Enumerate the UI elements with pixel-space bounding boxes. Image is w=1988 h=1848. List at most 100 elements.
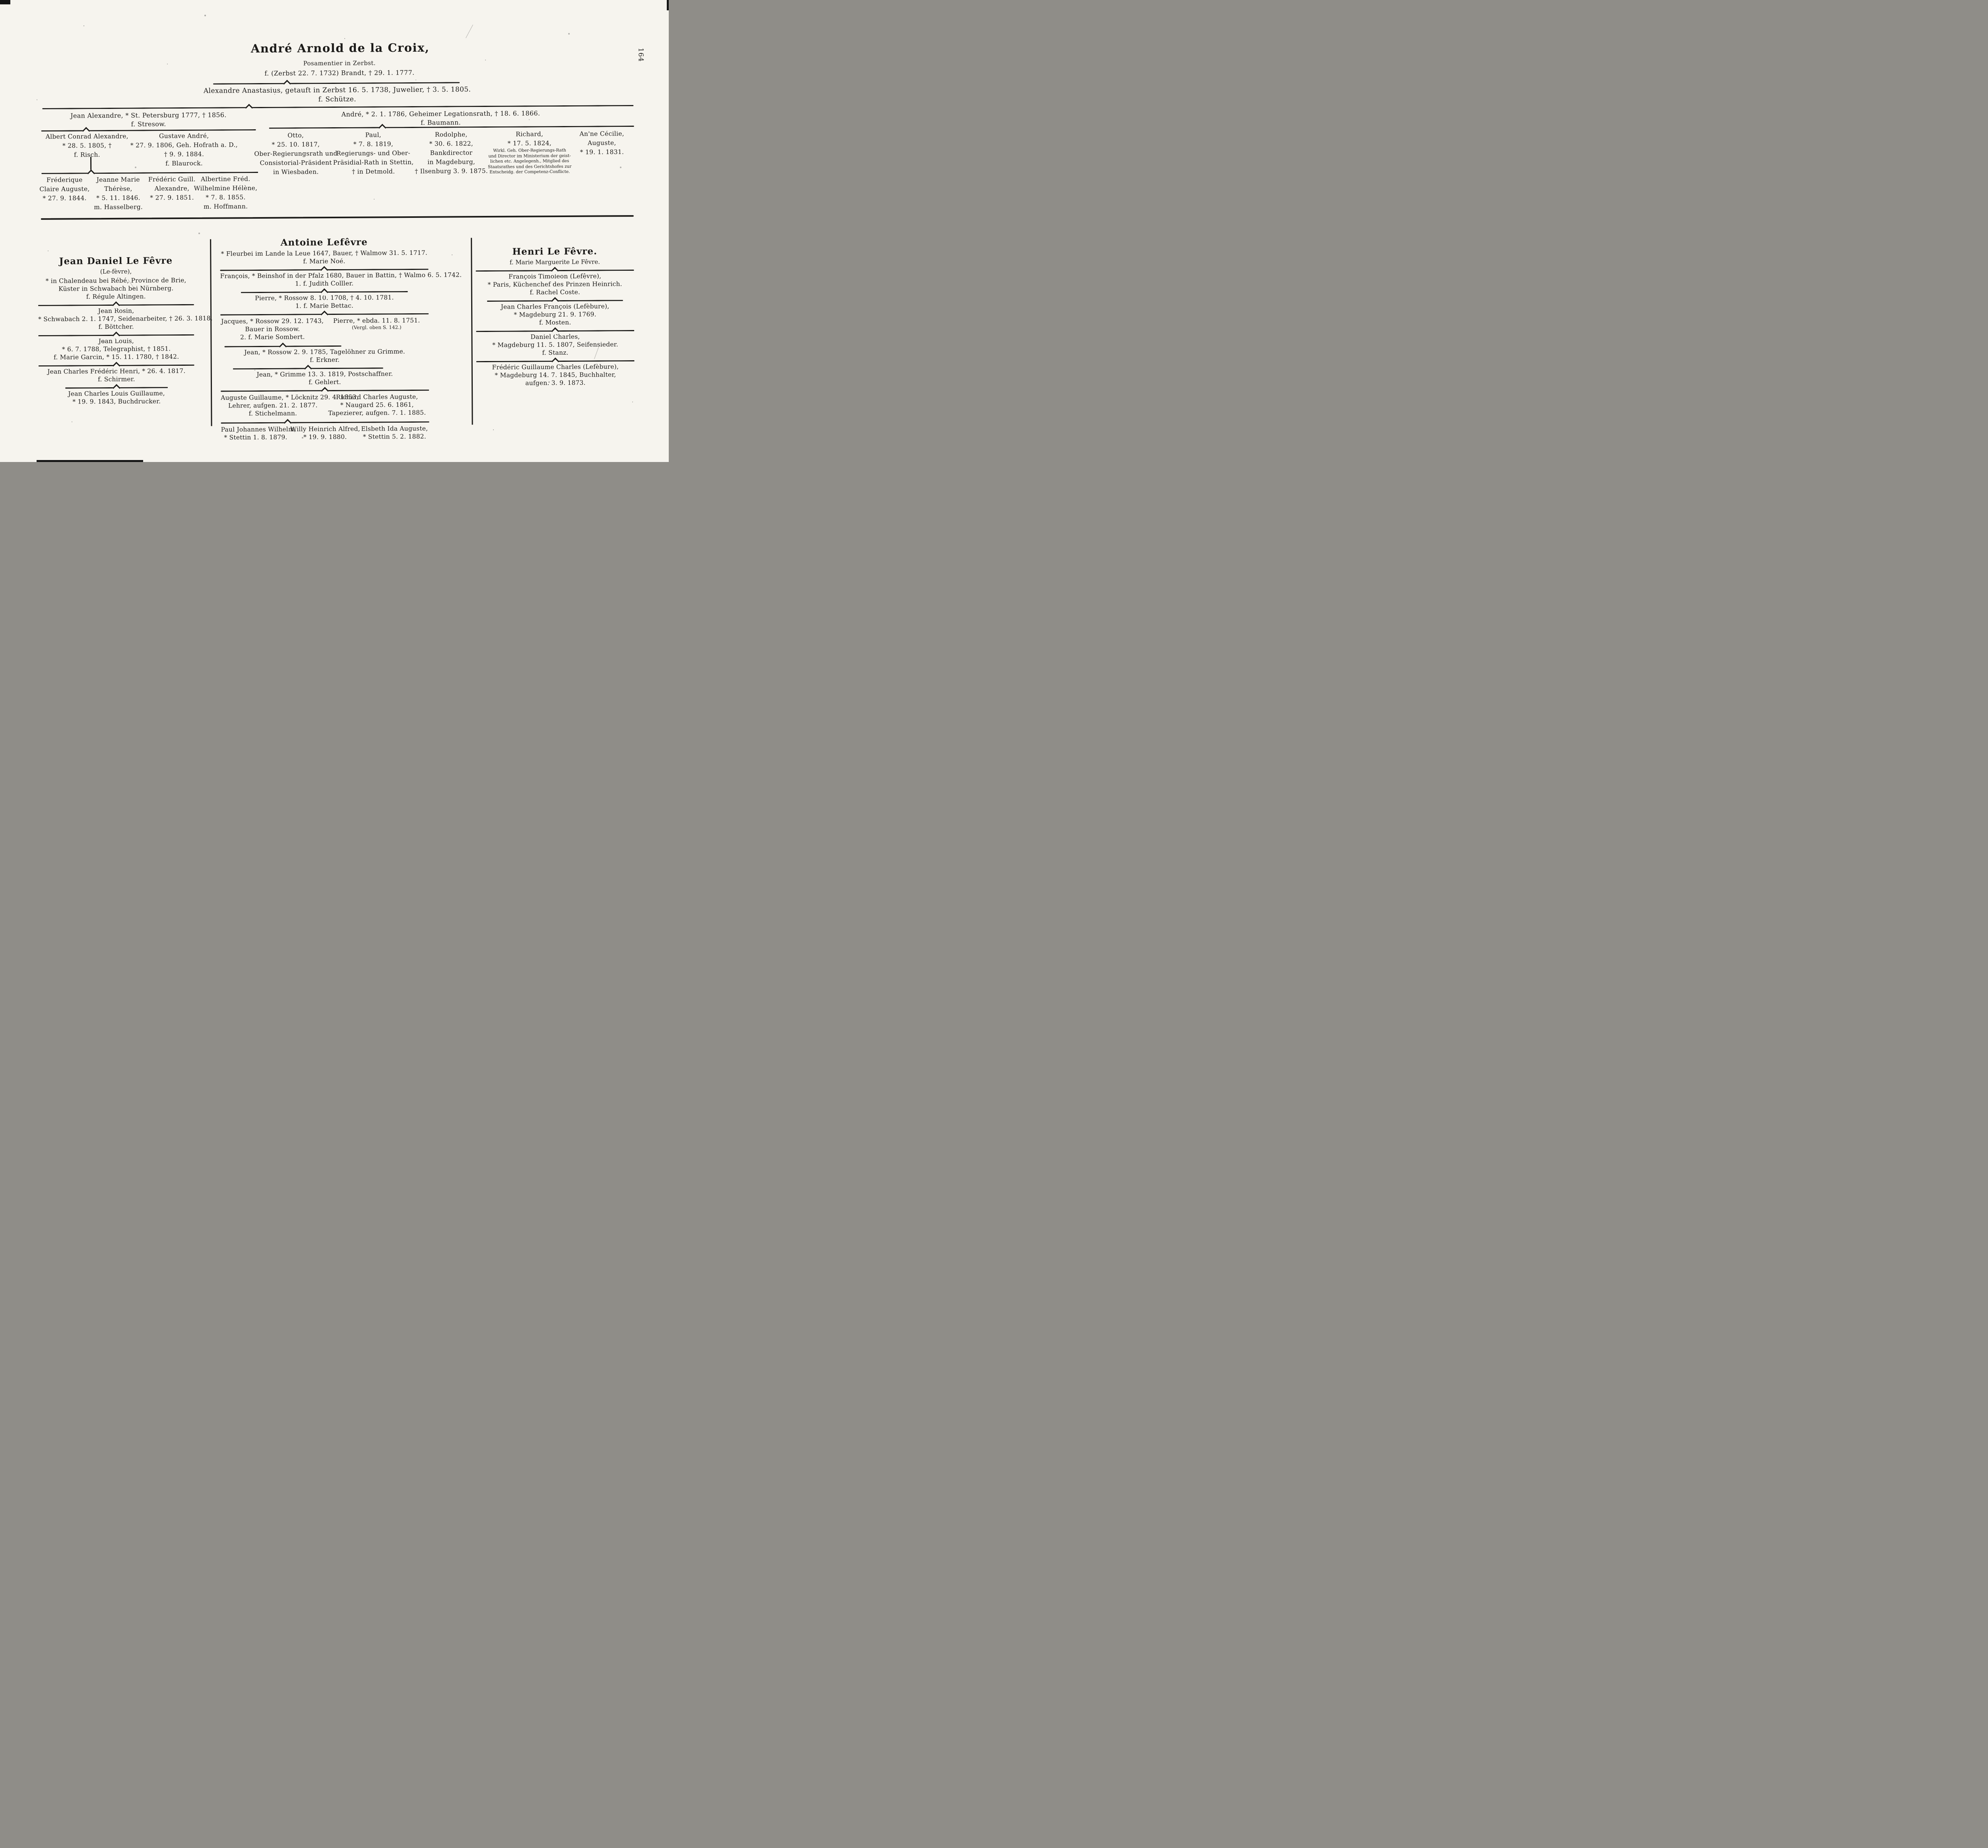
text-line: † Ilsenburg 3. 9. 1875. (415, 167, 488, 175)
descent-brace (38, 301, 194, 307)
text-line: Paul, (365, 131, 381, 139)
text-line: f. Gehlert. (309, 378, 341, 386)
family-subtitle-jean-daniel: (Le-fèvre), (100, 268, 132, 276)
family-title-henri: Henri Le Fêvre. (512, 246, 598, 257)
text-line: m. Hasselberg. (94, 203, 143, 211)
descent-brace (487, 297, 623, 302)
root-occupation: Posamentier in Zerbst. (303, 59, 376, 67)
person-daniel-charles: Daniel Charles, * Magdeburg 11. 5. 1807, … (476, 332, 634, 357)
column-divider-left (210, 239, 212, 426)
section-antoine-lefevre: Antoine Lefêvre * Fleurbei im Lande la L… (220, 237, 462, 443)
text-line: Albertine Fréd. (200, 175, 250, 183)
text-line: * Paris, Küchenchef des Prinzen Heinrich… (487, 280, 622, 288)
text-line: f. Schirmer. (98, 375, 135, 383)
text-line: † 9. 9. 1884. (164, 150, 204, 158)
text-line: Entscheidg. der Competenz-Conflicte. (489, 169, 570, 175)
text-line: Bauer in Rossow. (245, 325, 300, 333)
person-jean-alexandre: Jean Alexandre, * St. Petersburg 1777, †… (70, 111, 227, 129)
person-albertine-fred-wilhelmine: Albertine Fréd. Wilhelmine Hélène, * 7. 8.… (194, 175, 258, 212)
text-line: * 19. 9. 1880. (303, 433, 347, 441)
person-auguste-guillaume: Auguste Guillaume, * Löcknitz 29. 4. 185… (221, 393, 359, 417)
person-jean-1785: Jean, * Rossow 2. 9. 1785, Tagelöhner zu… (221, 347, 429, 365)
text-line: * 7. 8. 1855. (206, 194, 246, 201)
text-line: f. Risch. (74, 151, 100, 159)
text-line: * 17. 5. 1824, (507, 140, 552, 147)
descent-brace (241, 288, 408, 293)
descent-brace (269, 123, 634, 130)
text-line: † in Detmold. (352, 168, 395, 175)
text-line: Gustave André, (159, 132, 209, 140)
text-line: * Magdeburg 14. 7. 1845, Buchhalter, (495, 371, 616, 379)
text-line: f. Erkner. (310, 356, 340, 364)
text-line: * Magdeburg 11. 5. 1807, Seifensieder. (492, 341, 618, 349)
family-subtitle-henri: f. Marie Marguerite Le Fêvre. (509, 258, 600, 266)
descent-brace (41, 169, 258, 175)
text-line: Elsbeth Ida Auguste, (361, 425, 428, 433)
text-line: Jeanne Marie (96, 176, 140, 184)
text-line: Claire Auguste, (39, 185, 90, 193)
text-line: Auguste Guillaume, * Löcknitz 29. 4. 185… (221, 393, 359, 402)
text-line: lichen etc. Angelegenh., Mitglied des (490, 158, 569, 164)
descent-brace (213, 79, 460, 85)
text-line: * Magdeburg 21. 9. 1769. (514, 311, 596, 318)
person-richard-charles-auguste: Richard Charles Auguste, * Naugard 25. 6.… (325, 393, 429, 417)
text-line: Jean Alexandre, * St. Petersburg 1777, †… (70, 111, 227, 120)
person-albert-conrad-alexandre: Albert Conrad Alexandre, * 28. 5. 1805, †… (45, 132, 128, 160)
text-line: Jean, * Grimme 13. 3. 1819, Postschaffne… (256, 370, 393, 379)
person-jeanne-marie-therese: Jeanne Marie Thérèse, * 5. 11. 1846. m. Has… (94, 175, 143, 212)
generation-row: Jacques, * Rossow 29. 12. 1743, Bauer in … (220, 316, 429, 342)
text-line: Wilhelmine Hélène, (194, 184, 258, 192)
text-line: Consistorial-Präsident (260, 159, 332, 167)
text-line: Lehrer, aufgen. 21. 2. 1877. (228, 402, 318, 410)
descent-brace (221, 419, 429, 424)
descent-brace (42, 102, 633, 110)
scan-edge-artifact (0, 0, 10, 4)
text-line: * 28. 5. 1805, † (62, 142, 112, 149)
person-richard-main: Richard, * 17. 5. 1824, (487, 130, 571, 148)
text-line: André, * 2. 1. 1786, Geheimer Legationsr… (341, 109, 540, 118)
text-line: Fréderique (46, 176, 83, 184)
person-richard: Richard, * 17. 5. 1824, Wirkl. Geh. Ober-… (487, 130, 572, 175)
text-line: Tapezierer, aufgen. 7. 1. 1885. (328, 409, 426, 417)
person-frederique-claire-auguste: Fréderique Claire Auguste, * 27. 9. 1844. (39, 175, 90, 203)
person-gustave-andre: Gustave André, * 27. 9. 1806, Geh. Hofrat… (130, 131, 238, 168)
text-line: f. Böttcher. (98, 323, 134, 331)
person-paul-johannes-wilhelm: Paul Johannes Wilhelm, * Stettin 1. 8. 18… (221, 425, 296, 442)
family-title-jean-daniel: Jean Daniel Le Fêvre (59, 255, 173, 267)
text-line: Auguste, (587, 139, 616, 147)
text-line: f. Stanz. (542, 349, 569, 357)
person-jean-louis: Jean Louis, * 6. 7. 1788, Telegraphist, †… (38, 337, 194, 361)
text-line: und Director im Ministerium der geist- (488, 153, 571, 159)
root-spouse-line: f. (Zerbst 22. 7. 1732) Brandt, † 29. 1.… (264, 68, 415, 77)
text-line: Otto, (287, 132, 304, 139)
text-line: aufgen. 3. 9. 1873. (525, 379, 586, 387)
person-rodolphe: Rodolphe, * 30. 6. 1822, Bankdirector in Ma… (415, 130, 488, 176)
text-line: Alexandre Anastasius, getauft in Zerbst … (203, 85, 471, 95)
text-line: Küster in Schwabach bei Nürnberg. (58, 285, 174, 293)
text-line: f. Marie Garcin, * 15. 11. 1780, † 1842. (53, 353, 179, 361)
text-line: Bankdirector (430, 149, 473, 157)
text-line: in Wiesbaden. (273, 168, 319, 176)
text-line: f. Rachel Coste. (530, 288, 580, 296)
text-line: Regierungs- und Ober- (336, 149, 410, 157)
person-jean-1819: Jean, * Grimme 13. 3. 1819, Postschaffne… (221, 370, 429, 387)
person-willy-heinrich-alfred: Willy Heinrich Alfred, * 19. 9. 1880. (290, 425, 360, 441)
text-line: Jean, * Rossow 2. 9. 1785, Tagelöhner zu… (244, 348, 405, 356)
descent-brace (220, 266, 428, 272)
person-otto: Otto, * 25. 10. 1817, Ober-Regierungsrath … (254, 131, 338, 177)
text-line: * Naugard 25. 6. 1861, (340, 401, 414, 409)
text-line: * 6. 7. 1788, Telegraphist, † 1851. (62, 345, 171, 353)
text-line: * 27. 9. 1806, Geh. Hofrath a. D., (130, 141, 238, 149)
section-de-la-croix: André Arnold de la Croix, Posamentier in… (0, 0, 668, 211)
person-frederic-guillaume-charles: Frédéric Guillaume Charles (Lefèbure), * … (476, 363, 635, 387)
text-line: * 25. 10. 1817, (272, 141, 320, 148)
text-line: * 7. 8. 1819, (353, 140, 394, 148)
text-line: m. Hoffmann. (203, 203, 248, 210)
person-jean-charles-francois: Jean Charles François (Lefèbure), * Magde… (476, 302, 634, 327)
text-line: * 27. 9. 1851. (150, 194, 194, 202)
text-line: Pierre, * ebda. 11. 8. 1751. (333, 316, 420, 325)
text-line: Ober-Regierungsrath und (254, 149, 338, 158)
person-antoine-root: * Fleurbei im Lande la Leue 1647, Bauer,… (220, 249, 428, 266)
text-line: f. Marie Noé. (303, 257, 346, 265)
descent-brace (233, 365, 383, 370)
